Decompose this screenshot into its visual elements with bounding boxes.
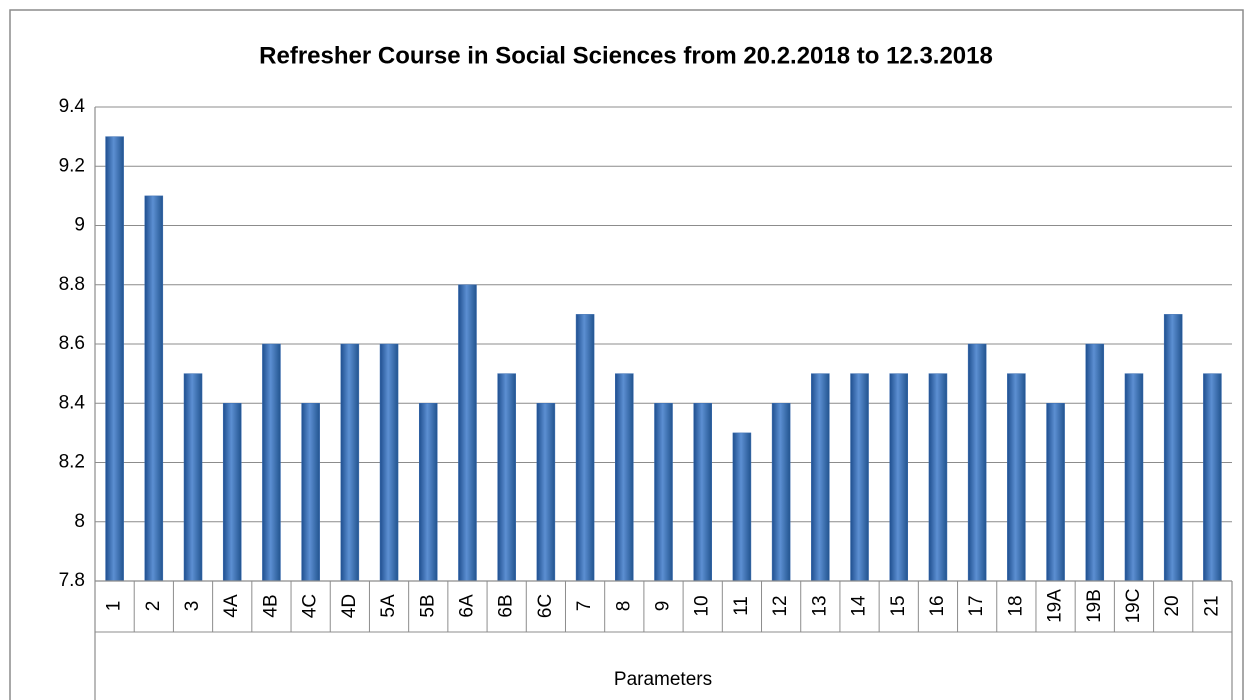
bar	[732, 432, 752, 582]
bar	[654, 403, 673, 582]
bar	[575, 314, 595, 582]
bar	[1007, 373, 1026, 582]
bar	[497, 373, 516, 582]
x-tick-label: 14	[849, 595, 870, 617]
bar	[811, 373, 830, 582]
x-tick-label: 3	[182, 601, 203, 612]
y-tick-label: 8.8	[59, 274, 85, 295]
chart-title: Refresher Course in Social Sciences from…	[259, 42, 993, 69]
x-tick-label: 7	[574, 601, 595, 612]
bar	[1085, 343, 1105, 582]
x-tick-label: 6C	[535, 594, 556, 618]
y-tick-label: 8.2	[59, 452, 85, 473]
bar	[928, 373, 948, 582]
y-tick-label: 7.8	[59, 570, 85, 591]
y-tick-label: 9	[74, 215, 85, 236]
x-tick-label: 4D	[339, 594, 360, 618]
bar	[1203, 373, 1222, 582]
bar	[615, 373, 634, 582]
bar	[536, 403, 556, 582]
bar	[379, 343, 399, 582]
y-tick-label: 8.4	[59, 392, 86, 413]
x-tick-label: 18	[1005, 595, 1026, 616]
x-tick-label: 4C	[300, 594, 321, 618]
x-tick-label: 20	[1162, 595, 1183, 616]
chart-border	[9, 9, 1244, 700]
x-tick-label: 9	[653, 601, 674, 612]
bar	[301, 403, 320, 582]
bar	[262, 343, 281, 582]
x-tick-label: 19C	[1123, 589, 1144, 624]
x-tick-label: 1	[104, 601, 125, 612]
x-tick-label: 13	[809, 595, 830, 616]
x-tick-label: 15	[888, 595, 909, 616]
x-tick-label: 19B	[1084, 589, 1105, 623]
x-tick-label: 4B	[260, 594, 281, 617]
bar	[1163, 314, 1183, 582]
bar	[340, 343, 360, 582]
x-tick-label: 5A	[378, 594, 399, 618]
y-tick-label: 8.6	[59, 333, 85, 354]
x-axis-label: Parameters	[614, 669, 712, 690]
bar	[418, 403, 438, 582]
bar	[222, 403, 242, 582]
x-tick-label: 12	[770, 595, 791, 616]
bar	[183, 373, 203, 582]
x-tick-label: 5B	[417, 594, 438, 617]
bar	[967, 343, 987, 582]
bar	[889, 373, 909, 582]
bar	[771, 403, 791, 582]
x-tick-label: 19A	[1045, 589, 1066, 623]
x-tick-label: 16	[927, 595, 948, 616]
bar	[693, 403, 712, 582]
bar	[144, 195, 164, 582]
x-tick-label: 21	[1201, 595, 1222, 616]
y-tick-label: 9.4	[59, 96, 86, 117]
x-tick-label: 4A	[221, 594, 242, 618]
x-tick-label: 11	[731, 596, 752, 616]
y-tick-label: 9.2	[59, 155, 85, 176]
x-tick-label: 2	[143, 601, 164, 612]
x-tick-label: 17	[966, 595, 987, 616]
x-tick-label: 6B	[496, 594, 517, 617]
bar	[1046, 403, 1065, 582]
x-tick-label: 8	[613, 601, 634, 612]
bar	[458, 284, 477, 582]
bar	[1124, 373, 1144, 582]
bar	[105, 136, 124, 582]
bar	[850, 373, 869, 582]
y-tick-label: 8	[74, 511, 85, 532]
x-tick-label: 10	[692, 595, 713, 616]
x-tick-label: 6A	[456, 594, 477, 618]
